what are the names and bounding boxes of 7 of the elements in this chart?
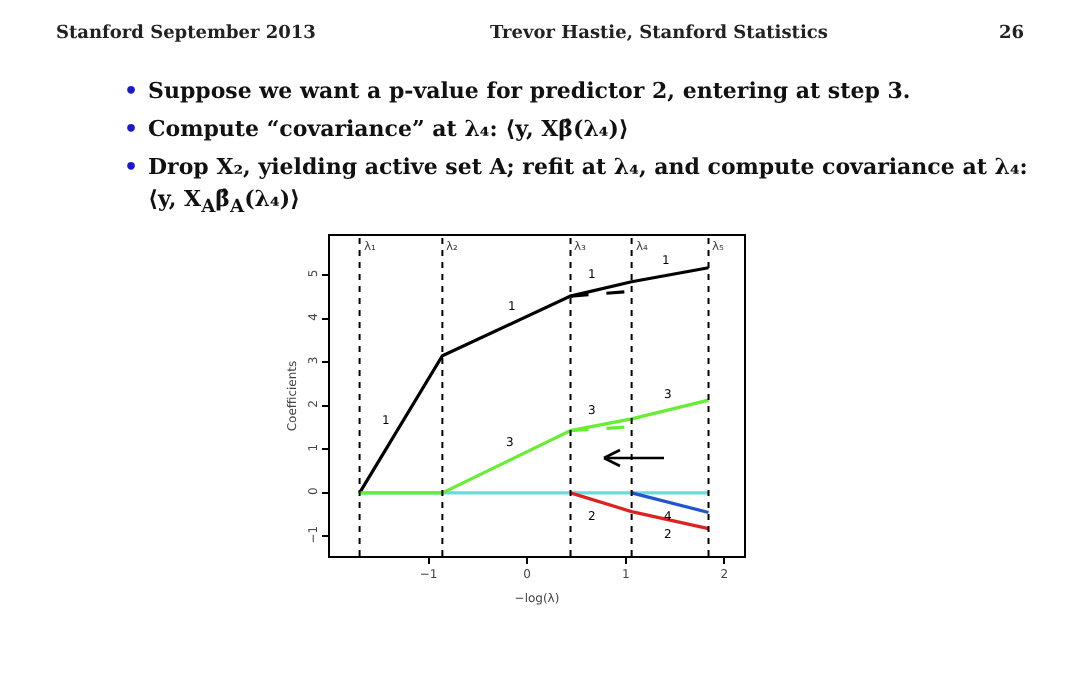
text: • Compute “covariance” at λ₄: ⟨y, Xβ̂(λ₄)⟩ [124,114,629,146]
text: Stanford September 2013 [56,24,316,44]
text: 26 [998,24,1024,44]
line-series [357,398,711,495]
text: Trevor Hastie, Stanford Statistics [490,24,828,44]
text: • Suppose we want a p-value for predictor 2, entering at step 3. [124,76,911,108]
text: • Drop X₂, yielding active set A; refit at λ₄, and compute covariance at λ₄: ⟨y, X$_{A}$β̂$_{A}$(λ₄)⟩ [124,152,1028,219]
